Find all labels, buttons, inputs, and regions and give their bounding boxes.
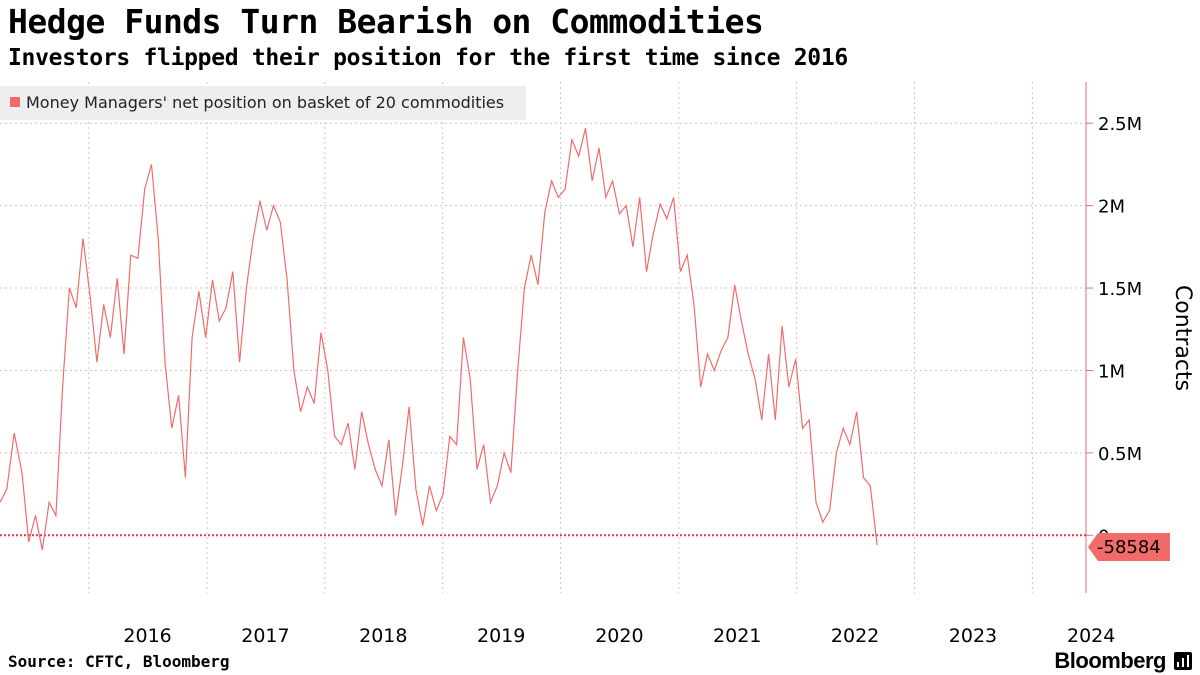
source-note: Source: CFTC, Bloomberg xyxy=(8,652,230,671)
x-tick-label: 2018 xyxy=(359,625,407,647)
y-tick-label: 2M xyxy=(1098,197,1125,218)
x-tick-label: 2023 xyxy=(949,625,997,647)
x-gridlines xyxy=(88,82,1033,593)
legend-swatch xyxy=(10,97,20,107)
last-value-label: -58584 xyxy=(1097,537,1161,558)
last-value-marker: -58584 xyxy=(1088,532,1170,561)
bar-chart-icon xyxy=(1174,652,1192,670)
x-tick-label: 2019 xyxy=(477,625,525,647)
y-tick-label: 0.5M xyxy=(1098,444,1142,465)
x-tick-label: 2020 xyxy=(595,625,643,647)
x-tick-label: 2017 xyxy=(241,625,289,647)
legend-label: Money Managers' net position on basket o… xyxy=(26,93,504,112)
y-axis-title: Contracts xyxy=(1170,285,1195,391)
x-tick-label: 2021 xyxy=(713,625,761,647)
series-line-net-position xyxy=(0,128,878,551)
page-subtitle: Investors flipped their position for the… xyxy=(8,45,848,71)
page-title: Hedge Funds Turn Bearish on Commodities xyxy=(8,2,764,41)
y-tick-label: 1M xyxy=(1098,361,1125,382)
y-tick-label: 2.5M xyxy=(1098,114,1142,135)
brand-logo: Bloomberg xyxy=(1054,648,1166,673)
legend-background xyxy=(0,86,526,120)
x-tick-label: 2016 xyxy=(123,625,171,647)
x-tick-label: 2024 xyxy=(1067,625,1115,647)
x-axis-ticks: 2016 2017 2018 2019 2020 2021 2022 2023 2024 xyxy=(123,625,1115,647)
y-gridlines xyxy=(0,122,1086,454)
y-tick-label: 1.5M xyxy=(1098,279,1142,300)
last-value-badge xyxy=(1088,532,1170,561)
x-tick-label: 2022 xyxy=(831,625,879,647)
